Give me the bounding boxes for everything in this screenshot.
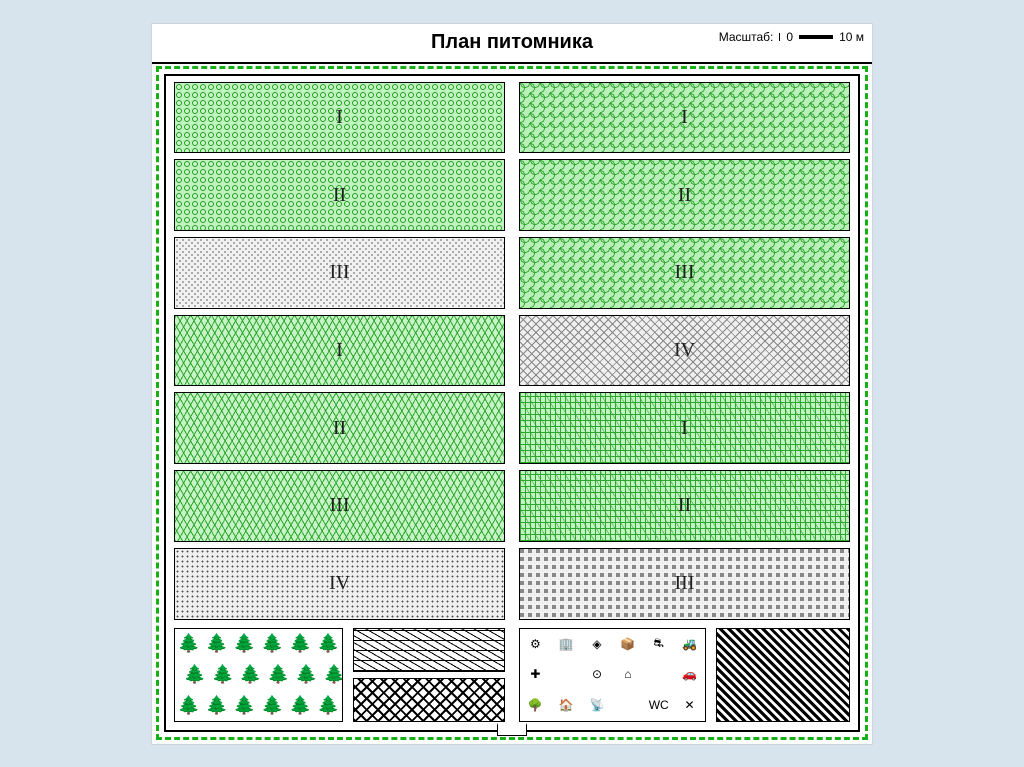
facility-icon: WC: [649, 698, 669, 712]
right-plot-1: I: [519, 82, 850, 154]
outer-fence: IIIIIIIIIIIIIV IIIIIIIVIIIIII 🌲🌲🌲🌲🌲🌲🌲🌲🌲🌲…: [156, 66, 868, 740]
left-plot-6-label: III: [322, 494, 358, 517]
inner-fence: IIIIIIIIIIIIIV IIIIIIIVIIIIII 🌲🌲🌲🌲🌲🌲🌲🌲🌲🌲…: [164, 74, 860, 732]
bottom-row: 🌲🌲🌲🌲🌲🌲🌲🌲🌲🌲🌲🌲🌲🌲🌲🌲🌲🌲: [174, 628, 850, 722]
left-plot-2: II: [174, 159, 505, 231]
left-plot-4: I: [174, 315, 505, 387]
bottom-left-split: [353, 628, 505, 722]
plan-sheet: План питомника Масштаб: 0 10 м IIIIIIIII…: [152, 24, 872, 744]
scale-tick-start: [779, 33, 780, 41]
plot-columns: IIIIIIIIIIIIIV IIIIIIIVIIIIII: [174, 82, 850, 620]
tree-icon: 🌲: [317, 695, 339, 716]
facility-icon: ⚙: [530, 637, 541, 651]
left-plot-3: III: [174, 237, 505, 309]
hatched-box-lower: [353, 678, 505, 722]
left-column: IIIIIIIIIIIIIV: [174, 82, 505, 620]
tree-icon: 🌲: [178, 695, 200, 716]
right-plot-5: I: [519, 392, 850, 464]
left-plot-5-label: II: [325, 417, 354, 440]
tree-icon: 🌲: [323, 664, 343, 685]
page: План питомника Масштаб: 0 10 м IIIIIIIII…: [0, 0, 1024, 767]
facility-icon: ✚: [530, 667, 540, 681]
facility-icon: 🌳: [528, 698, 543, 712]
tree-icon: 🌲: [317, 633, 339, 654]
left-plot-4-label: I: [328, 339, 351, 362]
right-column: IIIIIIIVIIIIII: [519, 82, 850, 620]
scale-end: 10 м: [839, 30, 864, 44]
facility-icon: ⌂: [624, 667, 631, 681]
facility-icon: 🚜: [682, 637, 697, 651]
bottom-right: ⚙ 🏢 ◈ 📦 ⛐ 🚜 ✚ ⊙ ⌂ 🚗 🌳 🏠 📡 WC ✕: [519, 628, 850, 722]
tree-icon: 🌲: [289, 633, 311, 654]
right-plot-5-label: I: [673, 417, 696, 440]
right-plot-4: IV: [519, 315, 850, 387]
bottom-left: 🌲🌲🌲🌲🌲🌲🌲🌲🌲🌲🌲🌲🌲🌲🌲🌲🌲🌲: [174, 628, 505, 722]
facility-box: ⚙ 🏢 ◈ 📦 ⛐ 🚜 ✚ ⊙ ⌂ 🚗 🌳 🏠 📡 WC ✕: [519, 628, 706, 722]
right-plot-6: II: [519, 470, 850, 542]
right-plot-7: III: [519, 548, 850, 620]
right-plot-2-label: II: [670, 184, 699, 207]
tree-icon: 🌲: [212, 664, 234, 685]
tree-icon: 🌲: [178, 633, 200, 654]
tree-icon: 🌲: [233, 633, 255, 654]
tree-icon: 🌲: [261, 695, 283, 716]
facility-icon: 📦: [620, 637, 635, 651]
facility-icon: ⛐: [654, 636, 664, 652]
right-plot-3: III: [519, 237, 850, 309]
trees-box: 🌲🌲🌲🌲🌲🌲🌲🌲🌲🌲🌲🌲🌲🌲🌲🌲🌲🌲: [174, 628, 343, 722]
left-plot-2-label: II: [325, 184, 354, 207]
facility-icon: ✕: [684, 698, 694, 712]
scale-start: 0: [786, 30, 793, 44]
facility-icon: 📡: [590, 698, 605, 712]
left-plot-6: III: [174, 470, 505, 542]
tree-icon: 🌲: [206, 633, 228, 654]
scale-bar: Масштаб: 0 10 м: [719, 30, 864, 44]
left-plot-1-label: I: [328, 106, 351, 129]
left-plot-7: IV: [174, 548, 505, 620]
right-plot-4-label: IV: [666, 339, 703, 362]
checker-box: [716, 628, 850, 722]
tree-icon: 🌲: [233, 695, 255, 716]
tree-icon: 🌲: [239, 664, 261, 685]
facility-icon: ⊙: [592, 667, 602, 681]
scale-segment: [799, 35, 833, 39]
tree-icon: 🌲: [289, 695, 311, 716]
tree-icon: 🌲: [261, 633, 283, 654]
gate-icon: [497, 723, 527, 736]
left-plot-5: II: [174, 392, 505, 464]
tree-icon: 🌲: [267, 664, 289, 685]
right-plot-7-label: III: [667, 572, 703, 595]
scale-label: Масштаб:: [719, 30, 774, 44]
tree-icon: 🌲: [206, 695, 228, 716]
left-plot-1: I: [174, 82, 505, 154]
header: План питомника Масштаб: 0 10 м: [152, 24, 872, 64]
right-plot-6-label: II: [670, 494, 699, 517]
tree-icon: 🌲: [184, 664, 206, 685]
facility-icon: 🏢: [559, 637, 574, 651]
left-plot-3-label: III: [322, 261, 358, 284]
left-plot-7-label: IV: [321, 572, 358, 595]
right-plot-2: II: [519, 159, 850, 231]
facility-icon: ◈: [592, 637, 601, 651]
facility-icon: 🏠: [559, 698, 574, 712]
right-plot-3-label: III: [667, 261, 703, 284]
hatched-box-upper: [353, 628, 505, 672]
right-plot-1-label: I: [673, 106, 696, 129]
tree-icon: 🌲: [295, 664, 317, 685]
facility-icon: 🚗: [682, 667, 697, 681]
